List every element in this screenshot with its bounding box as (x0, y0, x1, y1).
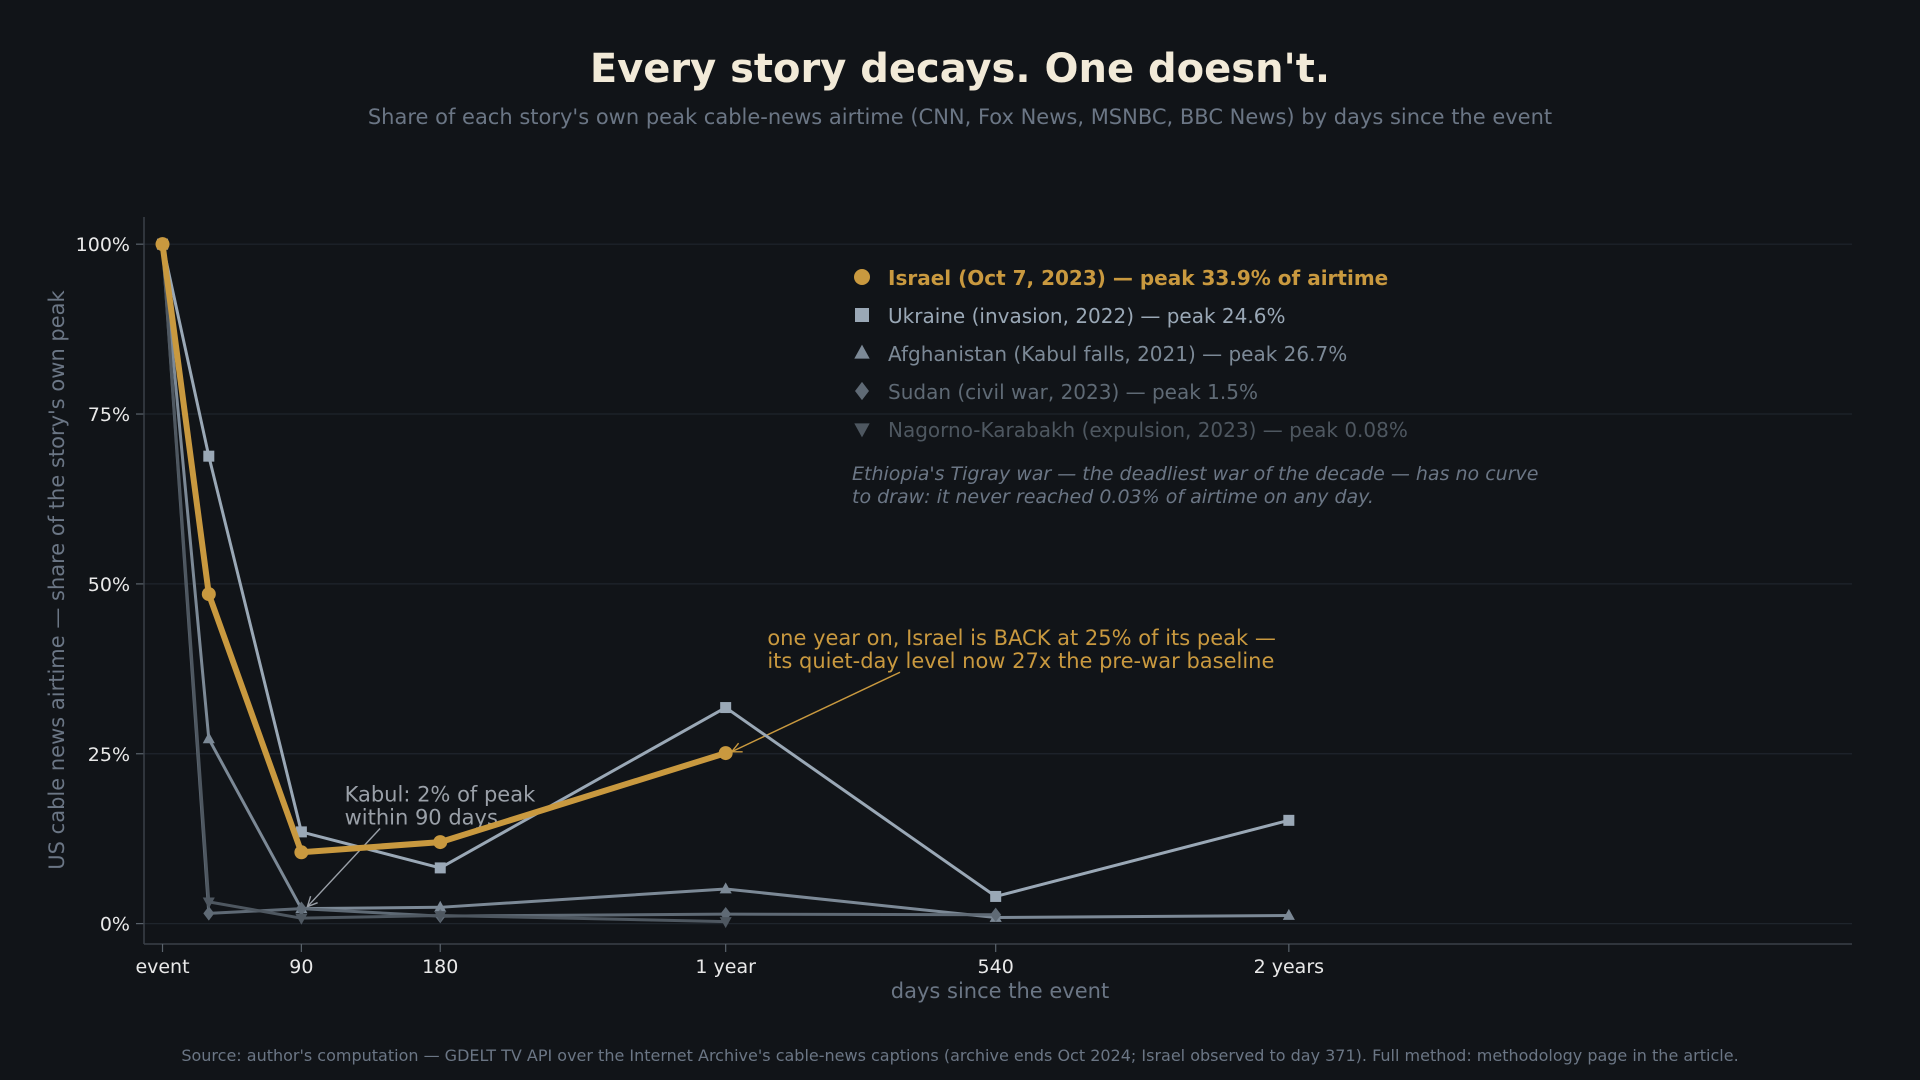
x-tick-label: 90 (289, 956, 313, 978)
series-diamond (157, 237, 1002, 924)
legend: Israel (Oct 7, 2023) — peak 33.9% of air… (852, 266, 1538, 508)
note-text: Ethiopia's Tigray war — the deadliest wa… (852, 463, 1538, 485)
data-point (434, 911, 447, 923)
data-point (201, 587, 216, 602)
y-tick-label: 0% (100, 914, 130, 936)
annotation-text: its quiet-day level now 27x the pre-war … (767, 649, 1274, 673)
data-point (1282, 908, 1295, 920)
data-point (294, 845, 309, 860)
legend-entry: Israel (Oct 7, 2023) — peak 33.9% of air… (888, 266, 1388, 290)
data-point (990, 890, 1002, 902)
data-point (990, 907, 1002, 922)
annotation-text: within 90 days (345, 805, 498, 829)
data-point (433, 835, 448, 850)
annotation-arrow (731, 671, 901, 753)
data-point (855, 308, 869, 322)
data-point (202, 897, 215, 909)
data-point (434, 862, 446, 874)
data-point (203, 906, 215, 921)
data-point (295, 913, 308, 925)
data-point (295, 826, 307, 838)
data-point (295, 901, 307, 916)
y-axis-label: US cable news airtime — share of the sto… (45, 289, 69, 869)
legend-entry: Sudan (civil war, 2023) — peak 1.5% (888, 380, 1258, 404)
y-tick-label: 100% (76, 234, 130, 256)
series-line (159, 243, 727, 856)
x-tick-label: 180 (422, 956, 458, 978)
data-point (854, 423, 870, 438)
x-tick-label: 2 years (1254, 956, 1324, 978)
note-text: to draw: it never reached 0.03% of airti… (852, 486, 1374, 508)
data-point (854, 269, 870, 285)
axes: 0% 25% 50% 75% 100% event 90 180 1 year 540 2 year… (76, 217, 1852, 978)
x-tick-label: 1 year (695, 956, 756, 978)
annotation-arrow (306, 828, 381, 908)
data-point (1283, 814, 1295, 826)
annotations: one year on, Israel is BACK at 25% of it… (306, 626, 1276, 908)
data-point (719, 917, 732, 929)
data-point (203, 450, 215, 462)
legend-entry: Ukraine (invasion, 2022) — peak 24.6% (888, 304, 1285, 328)
x-tick-label: 540 (978, 956, 1014, 978)
chart-title: Every story decays. One doesn't. (590, 46, 1330, 92)
data-point (155, 237, 170, 252)
data-point (855, 381, 869, 401)
annotation-text: one year on, Israel is BACK at 25% of it… (767, 626, 1276, 650)
data-point (434, 900, 447, 912)
series-layer (155, 237, 1295, 929)
series-square (157, 238, 1295, 902)
x-tick-label: event (135, 956, 189, 978)
legend-entry: Afghanistan (Kabul falls, 2021) — peak 2… (888, 342, 1347, 366)
source-note: Source: author's computation — GDELT TV … (181, 1046, 1738, 1065)
annotation-arrowhead (306, 895, 318, 908)
y-tick-label: 75% (88, 404, 130, 426)
y-tick-label: 25% (88, 744, 130, 766)
x-axis-label: days since the event (891, 979, 1109, 1003)
y-tick-label: 50% (88, 574, 130, 596)
data-point (854, 344, 870, 359)
legend-entry: Nagorno-Karabakh (expulsion, 2023) — pea… (888, 418, 1408, 442)
data-point (719, 882, 732, 894)
data-point (718, 746, 733, 761)
data-point (720, 702, 732, 714)
annotation-text: Kabul: 2% of peak (345, 782, 537, 806)
grid-lines (144, 243, 1852, 925)
data-point (202, 732, 215, 744)
series-triangle-up (156, 237, 1295, 922)
series-circle (155, 237, 733, 860)
chart-subtitle: Share of each story's own peak cable-new… (368, 105, 1552, 129)
